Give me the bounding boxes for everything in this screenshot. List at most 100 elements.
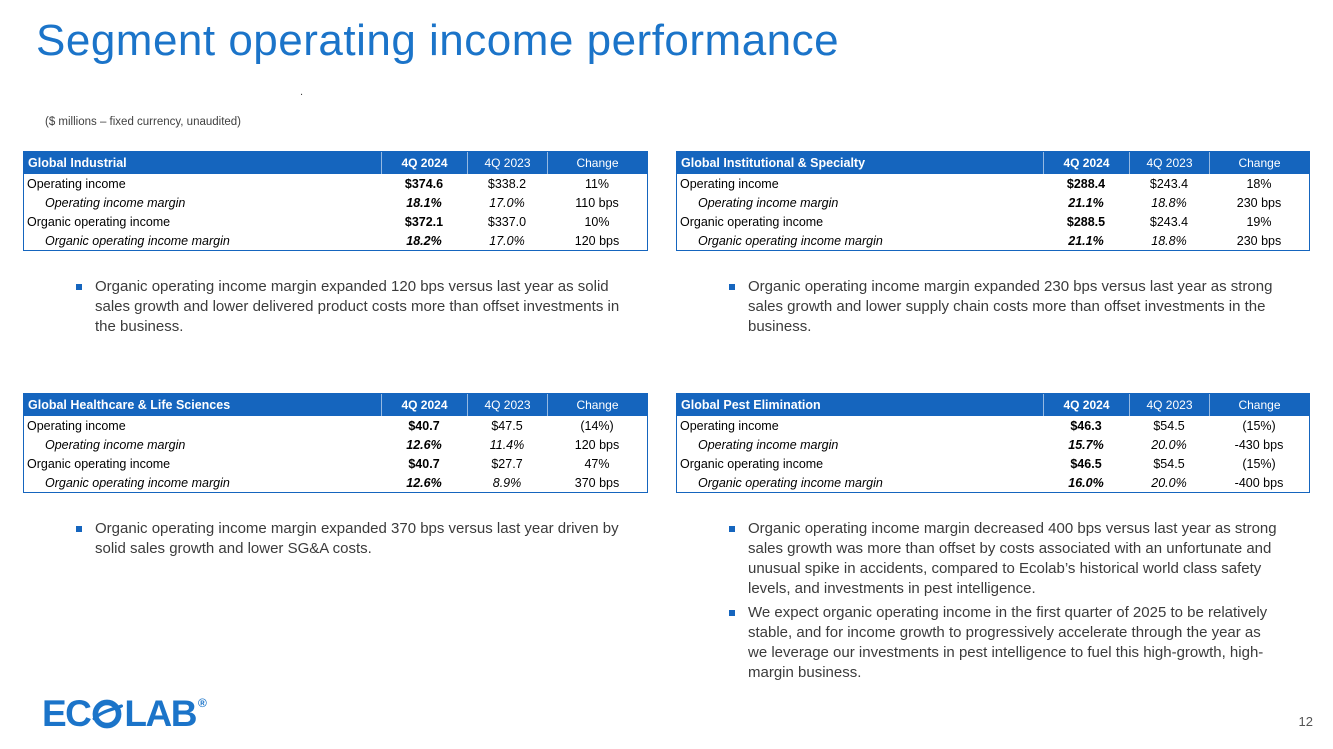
- row-label: Operating income margin: [45, 195, 186, 210]
- bullet-list: Organic operating income margin decrease…: [676, 493, 1310, 683]
- row-label: Organic operating income margin: [698, 233, 883, 248]
- row-label: Operating income margin: [698, 437, 839, 452]
- row-label: Organic operating income margin: [45, 233, 230, 248]
- ecolab-logo: EC LAB ®: [42, 693, 207, 735]
- value-4q2024: 21.1%: [1068, 195, 1104, 210]
- value-change: 47%: [584, 456, 610, 471]
- value-4q2023: $243.4: [1149, 176, 1189, 191]
- value-4q2024: 15.7%: [1068, 437, 1104, 452]
- segment-panel-global-industrial: Global Industrial 4Q 2024 4Q 2023 Change…: [23, 151, 648, 393]
- row-label: Organic operating income: [680, 214, 824, 229]
- value-4q2023: 20.0%: [1151, 437, 1187, 452]
- table-row-organic-operating-income: Organic operating income $46.5 $54.5 (15…: [677, 454, 1309, 473]
- bullet-text: Organic operating income margin expanded…: [95, 520, 619, 557]
- bullet-square-icon: [76, 526, 82, 532]
- table-row-organic-operating-income-margin: Organic operating income margin 21.1% 18…: [677, 231, 1309, 250]
- value-4q2023: 17.0%: [489, 233, 525, 248]
- value-change: 18%: [1246, 176, 1272, 191]
- table-row-operating-income-margin: Operating income margin 21.1% 18.8% 230 …: [677, 193, 1309, 212]
- table-row-operating-income: Operating income $374.6 $338.2 11%: [24, 174, 647, 193]
- currency-note: ($ millions – fixed currency, unaudited): [45, 116, 242, 128]
- row-label: Operating income: [680, 418, 779, 433]
- table-row-operating-income-margin: Operating income margin 12.6% 11.4% 120 …: [24, 435, 647, 454]
- value-4q2024: 12.6%: [406, 475, 442, 490]
- column-header-4q2024: 4Q 2024: [381, 152, 467, 174]
- table-header-row: Global Industrial 4Q 2024 4Q 2023 Change: [24, 152, 647, 174]
- value-4q2023: 8.9%: [492, 475, 522, 490]
- value-4q2024: 21.1%: [1068, 233, 1104, 248]
- row-label: Organic operating income: [27, 214, 171, 229]
- value-4q2024: 12.6%: [406, 437, 442, 452]
- table-title: Global Healthcare & Life Sciences: [28, 398, 231, 412]
- value-change: 10%: [584, 214, 610, 229]
- value-change: 370 bps: [574, 475, 620, 490]
- row-label: Operating income: [680, 176, 779, 191]
- value-change: -400 bps: [1234, 475, 1284, 490]
- value-change: 230 bps: [1236, 233, 1282, 248]
- value-4q2024: 16.0%: [1068, 475, 1104, 490]
- column-header-change: Change: [547, 152, 647, 174]
- table-row-organic-operating-income: Organic operating income $40.7 $27.7 47%: [24, 454, 647, 473]
- row-label: Operating income margin: [45, 437, 186, 452]
- stray-dot: .: [300, 86, 304, 98]
- row-label: Organic operating income margin: [698, 475, 883, 490]
- table-row-operating-income: Operating income $288.4 $243.4 18%: [677, 174, 1309, 193]
- bullet-text: Organic operating income margin decrease…: [748, 520, 1277, 597]
- page-title: Segment operating income performance: [36, 16, 840, 65]
- value-change: (15%): [1242, 456, 1276, 471]
- bullet-item: Organic operating income margin expanded…: [729, 277, 1282, 337]
- bullet-square-icon: [729, 284, 735, 290]
- page-number: 12: [1298, 714, 1313, 729]
- table-title: Global Industrial: [28, 156, 127, 170]
- value-4q2023: $338.2: [487, 176, 527, 191]
- segment-table-global-healthcare-life-sciences: Global Healthcare & Life Sciences 4Q 202…: [23, 393, 648, 493]
- value-4q2023: $337.0: [487, 214, 527, 229]
- table-row-organic-operating-income: Organic operating income $372.1 $337.0 1…: [24, 212, 647, 231]
- value-4q2024: 18.2%: [406, 233, 442, 248]
- table-header-row: Global Healthcare & Life Sciences 4Q 202…: [24, 394, 647, 416]
- bullet-square-icon: [729, 609, 735, 616]
- value-4q2024: $372.1: [404, 214, 444, 229]
- column-header-change: Change: [1209, 394, 1309, 416]
- table-row-operating-income: Operating income $40.7 $47.5 (14%): [24, 416, 647, 435]
- column-header-4q2024: 4Q 2024: [1043, 152, 1129, 174]
- value-4q2023: $27.7: [491, 456, 523, 471]
- value-change: -430 bps: [1234, 437, 1284, 452]
- value-4q2024: $288.4: [1066, 176, 1106, 191]
- table-header-row: Global Pest Elimination 4Q 2024 4Q 2023 …: [677, 394, 1309, 416]
- ecolab-logo-ec: EC: [42, 693, 92, 734]
- value-4q2023: 17.0%: [489, 195, 525, 210]
- value-change: 120 bps: [574, 233, 620, 248]
- bullet-list: Organic operating income margin expanded…: [676, 251, 1310, 393]
- column-header-4q2023: 4Q 2023: [1129, 152, 1209, 174]
- row-label: Operating income: [27, 418, 126, 433]
- segment-table-global-institutional-specialty: Global Institutional & Specialty 4Q 2024…: [676, 151, 1310, 251]
- table-row-operating-income-margin: Operating income margin 18.1% 17.0% 110 …: [24, 193, 647, 212]
- registered-trademark-icon: ®: [197, 696, 207, 710]
- value-4q2023: $54.5: [1153, 456, 1185, 471]
- row-label: Operating income: [27, 176, 126, 191]
- segment-grid: Global Industrial 4Q 2024 4Q 2023 Change…: [23, 151, 1310, 687]
- segment-table-global-pest-elimination: Global Pest Elimination 4Q 2024 4Q 2023 …: [676, 393, 1310, 493]
- bullet-list: Organic operating income margin expanded…: [23, 251, 648, 393]
- column-header-4q2024: 4Q 2024: [1043, 394, 1129, 416]
- segment-panel-global-healthcare-life-sciences: Global Healthcare & Life Sciences 4Q 202…: [23, 393, 648, 687]
- table-row-organic-operating-income-margin: Organic operating income margin 16.0% 20…: [677, 473, 1309, 492]
- value-change: (15%): [1242, 418, 1276, 433]
- row-label: Operating income margin: [698, 195, 839, 210]
- segment-panel-global-pest-elimination: Global Pest Elimination 4Q 2024 4Q 2023 …: [676, 393, 1310, 687]
- value-4q2024: $40.7: [408, 418, 440, 433]
- bullet-square-icon: [729, 526, 735, 532]
- value-4q2024: 18.1%: [406, 195, 442, 210]
- column-header-change: Change: [547, 394, 647, 416]
- value-change: 110 bps: [575, 195, 619, 210]
- ecolab-globe-icon: [93, 699, 124, 729]
- value-4q2023: $54.5: [1153, 418, 1185, 433]
- segment-table-global-industrial: Global Industrial 4Q 2024 4Q 2023 Change…: [23, 151, 648, 251]
- bullet-square-icon: [76, 284, 82, 290]
- column-header-4q2023: 4Q 2023: [1129, 394, 1209, 416]
- table-row-operating-income-margin: Operating income margin 15.7% 20.0% -430…: [677, 435, 1309, 454]
- value-4q2024: $288.5: [1066, 214, 1106, 229]
- row-label: Organic operating income margin: [45, 475, 230, 490]
